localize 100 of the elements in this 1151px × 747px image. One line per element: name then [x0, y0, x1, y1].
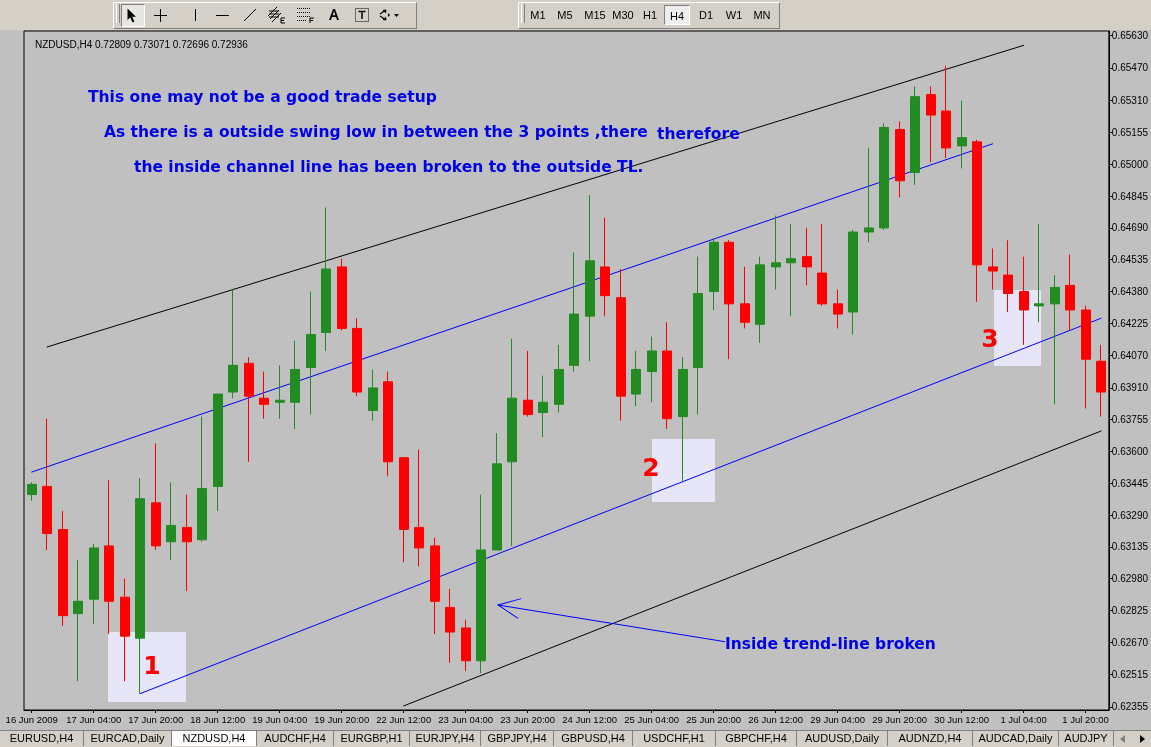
y-tick-label: 0.64225: [1111, 317, 1149, 329]
text: GBPUSD,H4: [554, 731, 633, 746]
candlestick: [693, 256, 703, 416]
x-tick-label: 17 Jun 04:00: [66, 713, 122, 725]
candlestick: [709, 237, 719, 311]
candlestick: [1050, 274, 1060, 405]
candlestick: [73, 559, 83, 682]
candlestick: [523, 350, 533, 418]
x-tick-label: 23 Jun 04:00: [438, 713, 494, 725]
candlestick: [616, 268, 626, 422]
candlestick: [445, 588, 455, 664]
candlestick: [740, 266, 750, 329]
candlestick: [895, 120, 905, 198]
x-tick-label: 1 Jul 04:00: [1000, 713, 1047, 725]
candlestick: [507, 338, 517, 547]
text: AUDCHF,H4: [257, 731, 334, 746]
candlestick: [492, 432, 502, 551]
candlestick: [833, 288, 843, 329]
text: GBPJPY,H4: [481, 731, 554, 746]
candlestick: [554, 344, 564, 414]
text: M1: [529, 8, 547, 23]
x-tick-label: 26 Jun 12:00: [748, 713, 804, 725]
candlestick: [166, 481, 176, 561]
text: EURJPY,H4: [410, 731, 481, 746]
y-tick-label: 0.62670: [1111, 636, 1149, 648]
y-tick-label: 0.65470: [1111, 62, 1149, 74]
x-tick-label: 16 Jun 2009: [5, 713, 58, 725]
text: D1: [697, 8, 715, 23]
y-tick-label: 0.64690: [1111, 222, 1149, 234]
candlestick: [724, 239, 734, 360]
x-tick-label: 19 Jun 04:00: [252, 713, 308, 725]
text: MN: [752, 8, 772, 23]
candlestick: [864, 147, 874, 243]
candlestick: [197, 416, 207, 543]
candlestick: [910, 85, 920, 186]
candlestick: [1003, 239, 1013, 313]
candlestick: [786, 223, 796, 317]
text: H4: [664, 5, 690, 25]
candlestick: [58, 510, 68, 627]
candlestick: [988, 247, 998, 290]
x-tick-label: 18 Jun 12:00: [190, 713, 246, 725]
y-tick-label: 0.65310: [1111, 95, 1149, 107]
candlestick: [631, 350, 641, 407]
y-tick-label: 0.62515: [1111, 668, 1149, 680]
text: EURGBP,H1: [334, 731, 410, 746]
candlestick: [1081, 305, 1091, 409]
candlestick: [306, 291, 316, 416]
candlestick: [368, 368, 378, 422]
text: AUDUSD,Daily: [797, 731, 888, 746]
candlestick: [1034, 223, 1044, 323]
candlestick: [337, 258, 347, 331]
candlestick: [89, 543, 99, 625]
candlestick: [600, 217, 610, 317]
candlestick: [228, 288, 238, 399]
candlestick: [771, 215, 781, 290]
candlestick: [972, 139, 982, 303]
text: AUDJPY: [1059, 731, 1114, 746]
candlestick: [1096, 344, 1106, 418]
y-tick-label: 0.64535: [1111, 254, 1149, 266]
y-tick-label: 0.64380: [1111, 286, 1149, 298]
x-tick-label: 25 Jun 20:00: [686, 713, 742, 725]
candlestick: [213, 393, 223, 512]
candlestick: [476, 494, 486, 674]
annotation: Inside trend-line broken: [725, 635, 936, 653]
y-tick-label: 0.62980: [1111, 573, 1149, 585]
candlestick: [538, 375, 548, 438]
x-tick-label: 29 Jun 04:00: [810, 713, 866, 725]
candlestick: [848, 229, 858, 336]
candlestick: [817, 223, 827, 307]
y-tick-label: 0.62825: [1111, 605, 1149, 617]
candlestick: [1019, 256, 1029, 346]
x-tick-label: 23 Jun 20:00: [500, 713, 556, 725]
candlestick: [151, 442, 161, 551]
candlestick: [104, 479, 114, 635]
y-tick-label: 0.62355: [1111, 701, 1149, 713]
annotation: This one may not be a good trade setup: [88, 88, 437, 106]
candlestick: [259, 371, 269, 420]
candlestick: [244, 356, 254, 463]
candlestick: [678, 356, 688, 483]
candlestick: [461, 619, 471, 672]
y-tick-label: 0.64845: [1111, 190, 1149, 202]
text: AUDCAD,Daily: [973, 731, 1059, 746]
candlestick: [135, 477, 145, 695]
candlestick: [290, 340, 300, 430]
candlestick: [383, 371, 393, 477]
x-tick-label: 19 Jun 20:00: [314, 713, 370, 725]
text: M15: [583, 8, 607, 23]
text: W1: [724, 8, 744, 23]
text: NZDUSD,H4: [172, 731, 257, 746]
annotation: therefore: [657, 125, 740, 143]
candlestick: [27, 481, 37, 502]
candlestick: [321, 206, 331, 352]
x-tick-label: 30 Jun 12:00: [934, 713, 990, 725]
text: NZDUSD,H4 0.72809 0.73071 0.72696 0.72936: [35, 38, 249, 50]
candlestick: [569, 252, 579, 373]
candlestick: [647, 336, 657, 403]
text: H1: [641, 8, 659, 23]
y-tick-label: 0.63445: [1111, 477, 1149, 489]
y-tick-label: 0.65630: [1111, 29, 1149, 41]
annotation: As there is a outside swing low in between the 3 points ,there: [104, 123, 648, 141]
